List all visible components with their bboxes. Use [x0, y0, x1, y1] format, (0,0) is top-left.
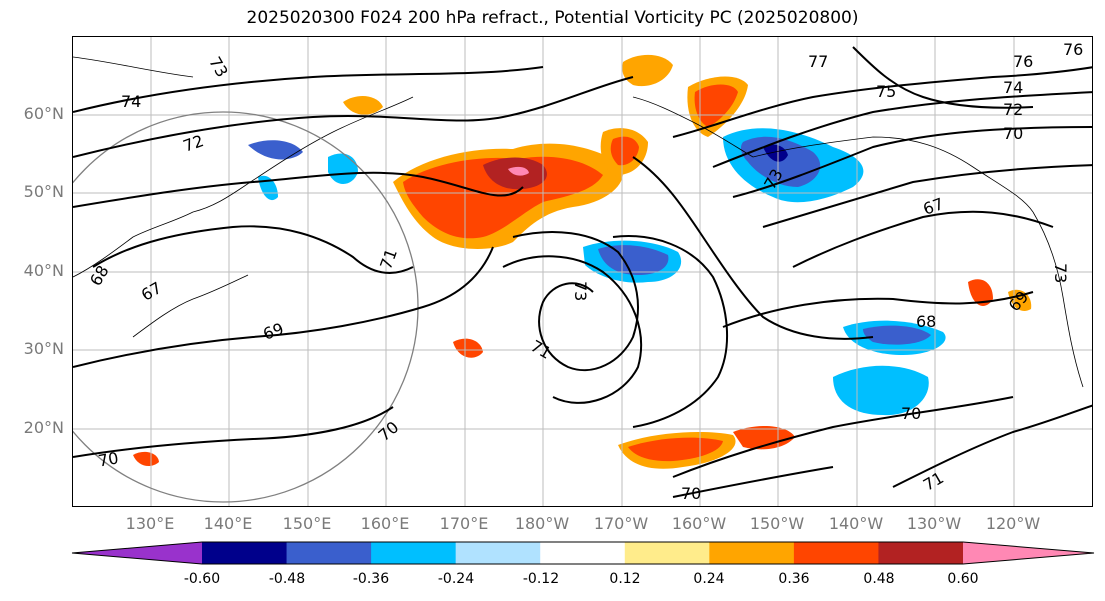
lon-label-140e: 140°E	[203, 514, 253, 533]
colorbar-segment	[878, 542, 964, 564]
anomaly-negative-west1	[248, 140, 303, 160]
colorbar-tick: -0.12	[522, 571, 560, 587]
contour-label: 70	[97, 448, 120, 470]
anomaly-negative-gulf-max	[763, 144, 788, 162]
colorbar-segment	[371, 542, 457, 564]
contour-label: 72	[1003, 100, 1023, 119]
colorbar-tick: -0.36	[352, 571, 390, 587]
colorbar-tick: 0.24	[693, 571, 725, 587]
anomaly-positive-south2	[733, 425, 795, 450]
contour-label: 69	[261, 319, 287, 344]
contour-label: 72	[181, 131, 207, 156]
anomaly-positive-north1	[622, 54, 673, 87]
lon-label-170w: 170°W	[593, 514, 649, 533]
anomaly-negative-central-core	[598, 245, 669, 275]
contour-label: 74	[1003, 78, 1023, 97]
colorbar-segment	[793, 542, 879, 564]
lat-label-30n: 30°N	[23, 339, 64, 358]
colorbar-segment	[286, 542, 372, 564]
contour-label: 67	[138, 278, 165, 305]
colorbar-segment	[540, 542, 626, 564]
anomaly-positive-aleutian-peak	[508, 166, 529, 176]
contour-label: 76	[1013, 52, 1033, 71]
colorbar-segment-extend-low	[72, 542, 202, 564]
lon-label-120w: 120°W	[985, 514, 1041, 533]
lon-label-160w: 160°W	[671, 514, 727, 533]
contour-label: 70	[375, 417, 403, 445]
anomaly-positive-north2-core	[610, 136, 639, 166]
colorbar-tick: -0.24	[437, 571, 475, 587]
contour-label: 74	[121, 92, 141, 111]
anomaly-negative-west2	[328, 153, 358, 185]
contour-label: 71	[527, 336, 554, 363]
contour-label: 73	[1051, 263, 1070, 283]
contour-label: 73	[571, 281, 590, 301]
shading-layer	[133, 54, 1032, 469]
colorbar-tick: 0.36	[778, 571, 810, 587]
contour-label: 75	[876, 82, 896, 101]
colorbar-segment	[202, 542, 288, 564]
colorbar-tick: 0.12	[609, 571, 641, 587]
map-canvas: 74 73 72 67 68 69 70 71 73 71 70 70 77 7…	[73, 37, 1092, 506]
contour-label: 76	[1063, 40, 1083, 59]
contour-label: 67	[921, 194, 947, 219]
anomaly-positive-aleutian-core	[403, 156, 603, 239]
lon-label-170e: 170°E	[439, 514, 489, 533]
colorbar-tick: 0.48	[863, 571, 895, 587]
contour-label: 70	[1003, 124, 1023, 143]
colorbar-tick: -0.48	[268, 571, 306, 587]
contour-label: 77	[808, 52, 828, 71]
lon-label-160e: 160°E	[360, 514, 410, 533]
contour-lines	[73, 46, 1092, 498]
colorbar	[71, 541, 1095, 565]
lat-label-60n: 60°N	[23, 104, 64, 123]
lon-label-130w: 130°W	[906, 514, 962, 533]
anomaly-positive-south1-core	[628, 437, 723, 462]
contour-label: 68	[916, 312, 936, 331]
map-title: 2025020300 F024 200 hPa refract., Potent…	[246, 8, 859, 28]
colorbar-segment	[624, 542, 710, 564]
coastlines	[73, 56, 1084, 388]
range-ring	[73, 111, 419, 503]
anomaly-positive-alaska-core	[694, 84, 738, 127]
contour-label: 69	[1005, 287, 1033, 315]
colorbar-segment-extend-high	[963, 542, 1094, 564]
lon-label-140w: 140°W	[828, 514, 884, 533]
contour-label: 70	[901, 404, 921, 423]
anomaly-negative-east1-core	[863, 325, 931, 345]
anomaly-positive-east	[968, 279, 993, 306]
lon-label-180w: 180°W	[514, 514, 570, 533]
map-panel: 74 73 72 67 68 69 70 71 73 71 70 70 77 7…	[72, 36, 1093, 507]
contour-label: 68	[86, 262, 113, 289]
contour-label: 70	[681, 484, 701, 503]
colorbar-tick: 0.60	[947, 571, 979, 587]
lon-label-150e: 150°E	[282, 514, 332, 533]
anomaly-positive-nw	[343, 95, 383, 115]
anomaly-positive-south3	[453, 338, 483, 358]
colorbar-outline	[71, 541, 1095, 565]
lat-label-40n: 40°N	[23, 261, 64, 280]
contour-label: 73	[205, 53, 232, 80]
colorbar-segment	[455, 542, 541, 564]
colorbar-segment	[709, 542, 795, 564]
anomaly-positive-south4	[133, 451, 159, 467]
lat-label-20n: 20°N	[23, 418, 64, 437]
colorbar-tick: -0.60	[183, 571, 221, 587]
lat-label-50n: 50°N	[23, 182, 64, 201]
colorbar-segments	[71, 541, 1095, 565]
lon-label-130e: 130°E	[125, 514, 175, 533]
graticule	[73, 37, 1092, 506]
lon-label-150w: 150°W	[749, 514, 805, 533]
contour-label: 71	[376, 246, 401, 272]
